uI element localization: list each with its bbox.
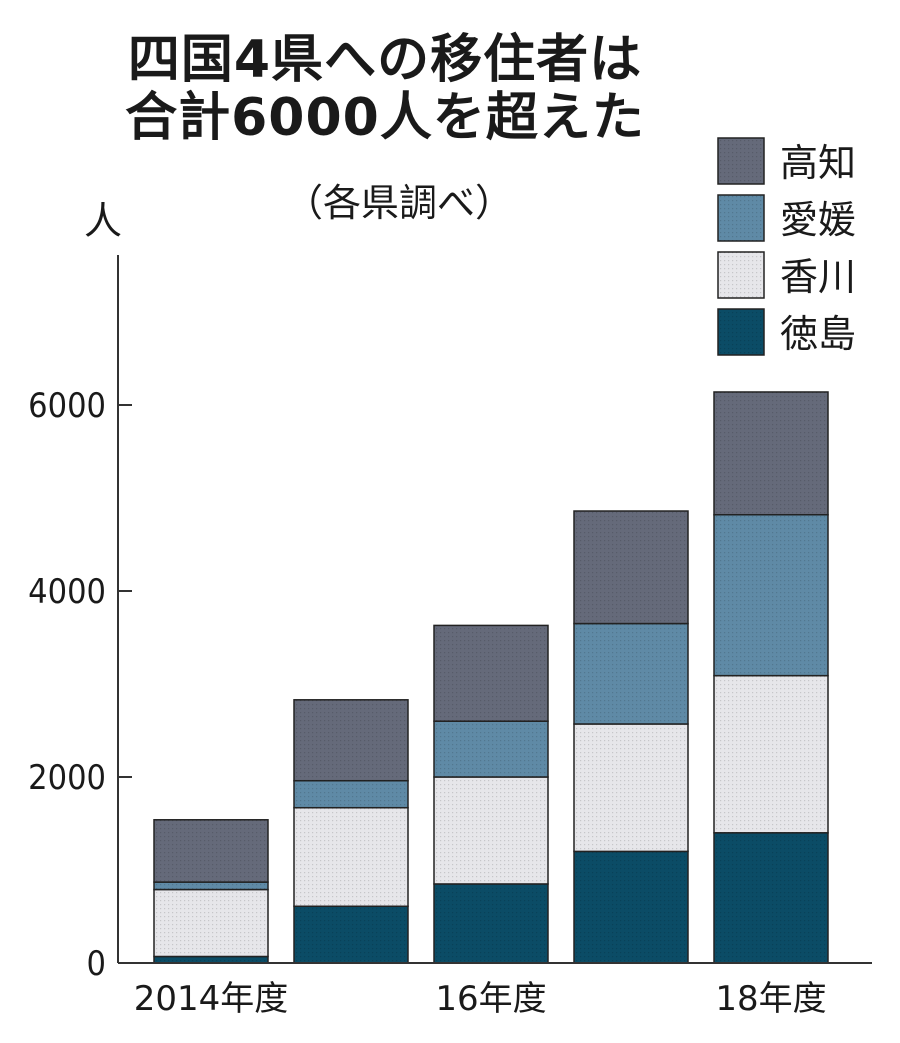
y-tick-label: 2000 (28, 758, 106, 798)
bar-segment-texture (714, 391, 828, 515)
legend-label: 高知 (780, 141, 856, 185)
y-tick-label: 0 (87, 944, 106, 984)
legend-swatch-texture (718, 252, 764, 298)
y-tick-label: 4000 (28, 572, 106, 612)
bar-segment-texture (714, 832, 828, 963)
bar-segment-texture (294, 699, 408, 781)
chart-source-note: （各県調べ） (285, 181, 514, 225)
y-axis-unit-label: 人 (84, 199, 123, 243)
x-tick-label: 2014年度 (134, 979, 289, 1019)
y-tick-label: 6000 (28, 386, 106, 426)
bar-segment-texture (434, 721, 548, 777)
chart-title-line-2: 合計6000人を超えた (125, 88, 645, 148)
bar-segment-texture (714, 514, 828, 676)
bar-segment-texture (294, 906, 408, 963)
legend-swatch-texture (718, 138, 764, 184)
bar-segment-texture (434, 777, 548, 884)
bar-segment-texture (154, 956, 268, 963)
bar-segment-texture (154, 882, 268, 890)
x-tick-label: 18年度 (715, 979, 826, 1019)
legend-label: 香川 (780, 255, 856, 299)
legend-swatch-texture (718, 195, 764, 241)
bar-segment-texture (154, 889, 268, 957)
bar-segment-texture (154, 819, 268, 883)
bar-segment-texture (434, 625, 548, 722)
legend-label: 愛媛 (780, 198, 856, 242)
bar-segment-texture (574, 851, 688, 963)
bar-segment-texture (434, 883, 548, 963)
bar-segment-texture (574, 511, 688, 624)
bar-segment-texture (574, 623, 688, 724)
chart-title-line-1: 四国4県への移住者は (127, 30, 643, 90)
bar-segment-texture (294, 807, 408, 907)
bar-segment-texture (714, 675, 828, 833)
x-tick-label: 16年度 (435, 979, 546, 1019)
bar-segment-texture (574, 723, 688, 852)
bar-segment-texture (294, 780, 408, 808)
legend-swatch-texture (718, 309, 764, 355)
legend-label: 徳島 (780, 312, 856, 356)
